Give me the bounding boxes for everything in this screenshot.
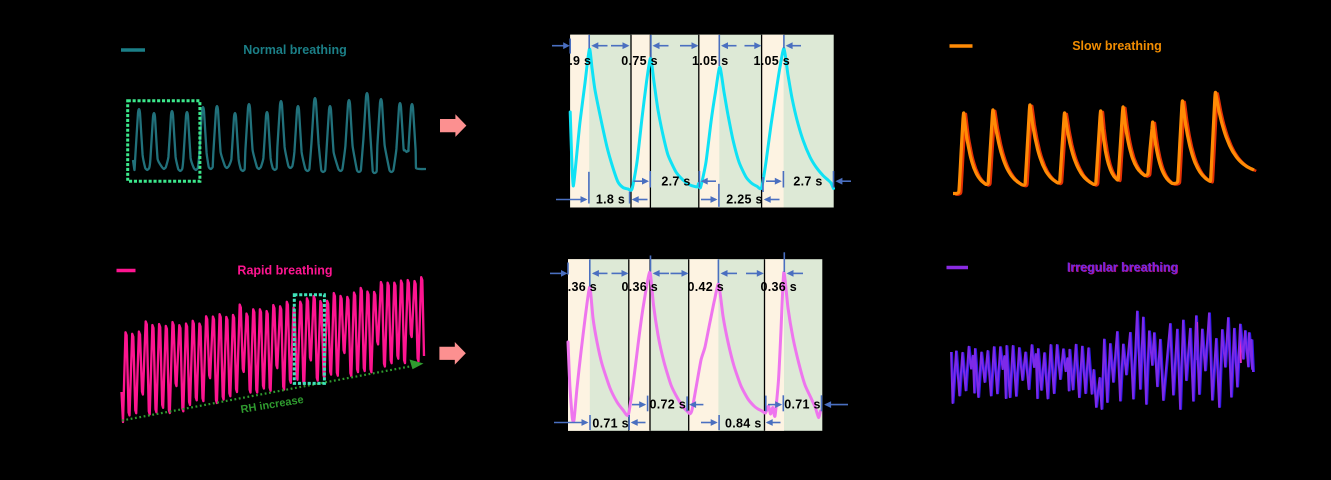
- svg-text:0.71 s: 0.71 s: [592, 416, 629, 430]
- svg-text:0.42 s: 0.42 s: [688, 280, 725, 294]
- svg-text:0.36 s: 0.36 s: [561, 280, 598, 294]
- svg-text:Slow breathing: Slow breathing: [1072, 39, 1162, 53]
- svg-text:Irregular breathing: Irregular breathing: [1067, 260, 1178, 274]
- svg-text:Irregular breathing: Irregular breathing: [1068, 261, 1179, 275]
- svg-text:0.9 s: 0.9 s: [562, 54, 591, 68]
- svg-text:Normal breathing: Normal breathing: [243, 43, 347, 57]
- svg-text:0.75 s: 0.75 s: [621, 54, 658, 68]
- svg-text:1.8 s: 1.8 s: [596, 192, 625, 206]
- svg-text:2.7 s: 2.7 s: [661, 175, 690, 189]
- svg-text:0.36 s: 0.36 s: [622, 280, 659, 294]
- svg-text:Rapid breathing: Rapid breathing: [237, 264, 332, 278]
- svg-text:2.7 s: 2.7 s: [793, 175, 822, 189]
- svg-text:0.36 s: 0.36 s: [761, 280, 798, 294]
- svg-text:0.71 s: 0.71 s: [784, 397, 821, 411]
- svg-text:1.05 s: 1.05 s: [692, 54, 729, 68]
- svg-text:1.05 s: 1.05 s: [754, 54, 791, 68]
- svg-text:2.25 s: 2.25 s: [726, 192, 763, 206]
- svg-text:0.72 s: 0.72 s: [650, 397, 687, 411]
- svg-text:0.84 s: 0.84 s: [725, 416, 762, 430]
